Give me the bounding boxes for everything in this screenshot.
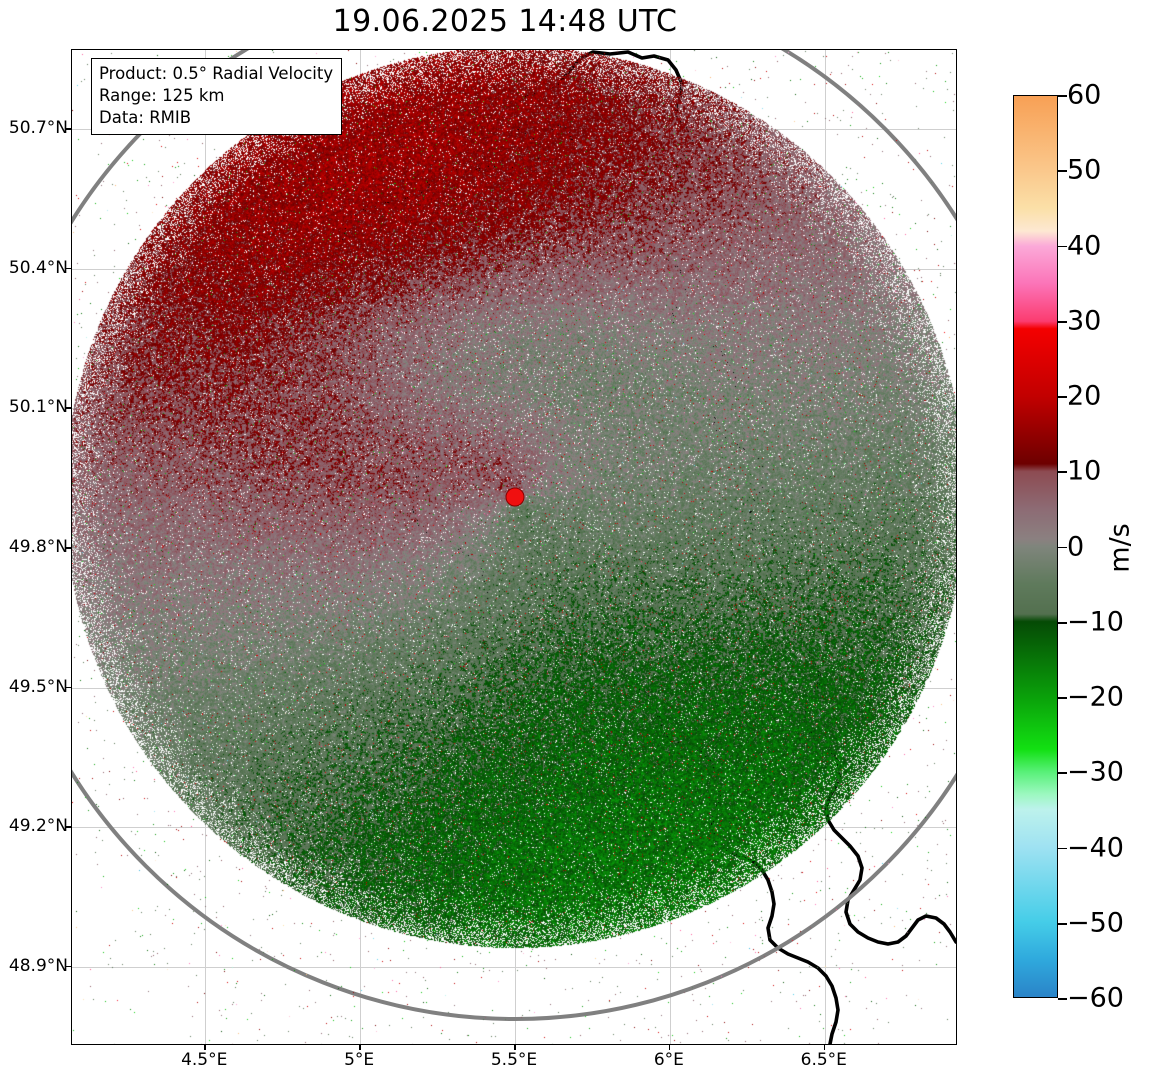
y-axis-tick-mark: [66, 407, 71, 409]
info-product: Product: 0.5° Radial Velocity: [99, 64, 334, 83]
y-axis-tick-mark: [66, 267, 71, 270]
info-data: Data: RMIB: [99, 108, 192, 128]
colorbar-tick-mark: [1058, 396, 1067, 398]
colorbar-tick-label: −30: [1067, 756, 1124, 788]
y-axis-tick-mark: [66, 686, 71, 689]
y-axis-tick-label: 50.7°N: [8, 118, 68, 139]
colorbar-tick-mark: [1058, 847, 1067, 850]
colorbar-tick-label: −60: [1067, 982, 1124, 1014]
radar-plot-area: Product: 0.5° Radial Velocity Range: 125…: [71, 49, 957, 1045]
colorbar-tick-label: 50: [1067, 154, 1102, 186]
colorbar-tick-mark: [1058, 95, 1067, 97]
colorbar-tick-label: −40: [1067, 832, 1124, 863]
x-axis-tick-mark: [359, 1045, 361, 1050]
colorbar-tick-mark: [1058, 772, 1067, 775]
x-axis-tick-label: 4.5°E: [181, 1050, 228, 1070]
colorbar-tick-mark: [1058, 998, 1067, 1000]
x-axis-tick-label: 5°E: [344, 1050, 375, 1070]
y-axis-tick-label: 49.8°N: [8, 537, 68, 557]
colorbar-tick-mark: [1058, 621, 1067, 624]
colorbar-tick-label: 0: [1067, 531, 1085, 562]
product-info-box: Product: 0.5° Radial Velocity Range: 125…: [91, 58, 343, 136]
colorbar-unit-label: m/s: [1104, 523, 1136, 573]
y-axis-tick-label: 50.4°N: [8, 257, 68, 278]
y-axis-tick-label: 49.2°N: [8, 816, 68, 837]
y-axis-tick-mark: [66, 547, 71, 549]
y-axis-tick-label: 48.9°N: [8, 955, 68, 976]
x-axis-tick-mark: [204, 1045, 206, 1050]
colorbar-tick-label: −10: [1067, 606, 1124, 638]
colorbar-tick-label: −20: [1067, 681, 1124, 713]
colorbar-tick-label: 30: [1067, 305, 1102, 337]
colorbar-tick-label: 10: [1067, 455, 1102, 487]
info-range: Range: 125 km: [99, 86, 225, 106]
colorbar-tick-label: −50: [1067, 907, 1124, 939]
colorbar-tick-mark: [1058, 922, 1067, 925]
y-axis-tick-mark: [66, 128, 71, 130]
x-axis-tick-label: 6.5°E: [800, 1050, 847, 1070]
page-title: 19.06.2025 14:48 UTC: [332, 4, 678, 39]
y-axis-tick-mark: [66, 965, 71, 968]
radar-site-marker: [505, 487, 525, 507]
colorbar-tick-mark: [1058, 245, 1067, 248]
y-axis-tick-label: 49.5°N: [8, 676, 68, 697]
colorbar-tick-mark: [1058, 170, 1067, 173]
radar-velocity-field: [72, 50, 956, 1044]
colorbar-tick-mark: [1058, 546, 1067, 549]
colorbar-gradient: [1014, 96, 1057, 997]
colorbar: [1013, 95, 1058, 998]
colorbar-tick-mark: [1058, 471, 1067, 474]
plot-clip: [72, 50, 956, 1044]
colorbar-tick-label: 60: [1067, 79, 1102, 111]
x-axis-tick-mark: [668, 1045, 671, 1050]
x-axis-tick-label: 6°E: [653, 1050, 684, 1070]
colorbar-tick-label: 40: [1067, 230, 1102, 261]
x-axis-tick-mark: [514, 1045, 516, 1050]
y-axis-tick-label: 50.1°N: [8, 397, 68, 418]
y-axis-tick-mark: [66, 826, 71, 828]
colorbar-tick-label: 20: [1067, 380, 1102, 412]
colorbar-tick-mark: [1058, 320, 1067, 323]
x-axis-tick-mark: [823, 1045, 826, 1050]
x-axis-tick-label: 5.5°E: [490, 1050, 538, 1070]
colorbar-tick-mark: [1058, 697, 1067, 699]
